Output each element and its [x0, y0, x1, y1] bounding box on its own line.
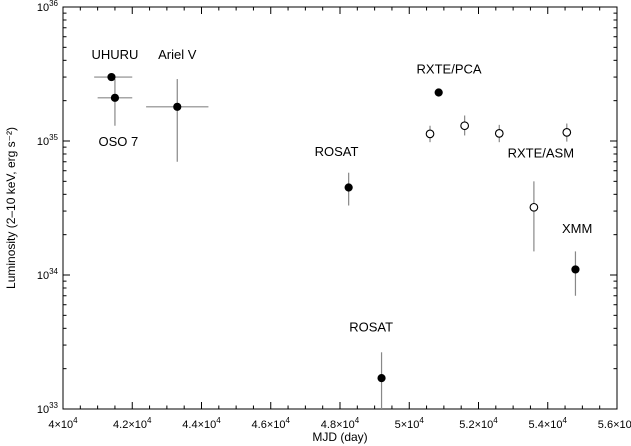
annotation-label: ROSAT: [315, 144, 359, 159]
x-tick-label: 5.4×104: [529, 416, 568, 431]
annotation-label: RXTE/PCA: [417, 61, 482, 76]
y-axis-label: Luminosity (2–10 keV, erg s⁻²): [4, 127, 18, 289]
y-tick-label: 1036: [37, 0, 59, 14]
x-axis-label: MJD (day): [312, 430, 367, 444]
x-tick-label: 5.2×104: [459, 416, 498, 431]
data-point-filled: [107, 72, 116, 82]
data-point-filled: [344, 183, 353, 192]
x-tick-label: 4×104: [48, 416, 78, 431]
data-point-open: [494, 129, 504, 138]
axis-ticks: [62, 6, 618, 410]
data-point-open: [529, 202, 539, 212]
axis-tick-labels: 4×104 4.2×104 4.4×104 4.6×104 4.8×104 5×104 5.…: [37, 0, 631, 431]
error-bars: [94, 76, 577, 409]
y-tick-label: 1035: [37, 133, 59, 148]
x-tick-label: 4.4×104: [182, 416, 221, 431]
data-point-open: [562, 128, 572, 137]
annotation-label: RXTE/ASM: [508, 146, 574, 161]
annotation-label: OSO 7: [99, 134, 139, 149]
data-points: [107, 72, 580, 383]
x-tick-label: 4.8×104: [321, 416, 360, 431]
data-point-filled: [110, 93, 120, 102]
annotations: UHURU OSO 7 Ariel V ROSAT ROSAT RXTE/PCA RXTE/…: [91, 47, 592, 334]
x-tick-label: 4.2×104: [113, 416, 152, 431]
x-tick-label: 4.6×104: [252, 416, 291, 431]
data-point-open: [460, 121, 470, 131]
annotation-label: XMM: [562, 221, 592, 236]
data-point-filled: [434, 88, 443, 97]
y-tick-label: 1034: [37, 267, 59, 282]
x-tick-label: 5.6×104: [598, 416, 631, 431]
x-tick-label: 5×104: [395, 416, 425, 431]
annotation-label: ROSAT: [349, 319, 393, 334]
y-tick-label: 1033: [37, 401, 59, 416]
annotation-label: Ariel V: [158, 47, 197, 62]
data-point-filled: [173, 102, 182, 111]
annotation-label: UHURU: [91, 47, 138, 62]
data-point-filled: [571, 265, 580, 274]
data-point-open: [425, 129, 435, 139]
data-point-filled: [377, 374, 386, 383]
